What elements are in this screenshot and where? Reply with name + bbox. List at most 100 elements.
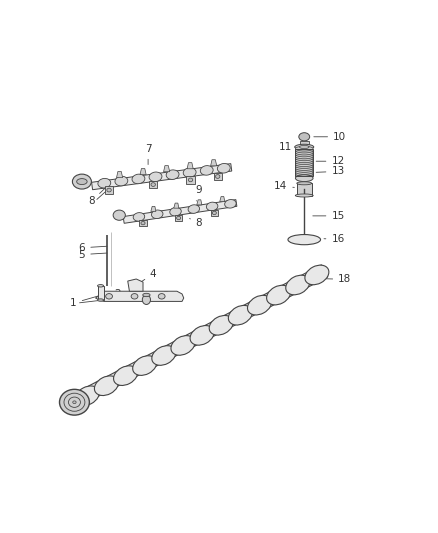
Text: 12: 12 [316,156,345,166]
Ellipse shape [60,389,89,415]
Text: 8: 8 [88,187,106,206]
Ellipse shape [228,305,252,325]
Ellipse shape [295,148,313,153]
Ellipse shape [267,285,290,305]
Ellipse shape [72,174,92,189]
FancyBboxPatch shape [98,286,104,300]
Text: 4: 4 [136,269,156,285]
Text: 16: 16 [324,235,345,244]
Ellipse shape [190,326,214,345]
Ellipse shape [295,146,313,151]
Ellipse shape [106,294,113,299]
Ellipse shape [295,152,313,157]
Ellipse shape [295,154,313,159]
Polygon shape [187,163,193,169]
Ellipse shape [158,294,165,299]
Text: 15: 15 [313,211,345,221]
Text: 11: 11 [279,142,297,152]
Ellipse shape [295,150,313,155]
Ellipse shape [170,207,181,216]
Text: 5: 5 [79,249,107,260]
Ellipse shape [115,176,128,186]
Ellipse shape [152,210,163,219]
Ellipse shape [73,401,76,403]
Ellipse shape [305,265,329,285]
FancyBboxPatch shape [214,173,222,180]
Polygon shape [151,206,156,212]
Ellipse shape [295,172,313,176]
FancyBboxPatch shape [211,209,218,216]
Ellipse shape [171,336,195,355]
FancyBboxPatch shape [300,141,309,145]
Ellipse shape [166,170,179,180]
Ellipse shape [206,202,218,211]
Text: 8: 8 [190,219,202,228]
FancyBboxPatch shape [175,215,182,221]
Ellipse shape [149,172,162,182]
Ellipse shape [295,169,313,174]
Ellipse shape [295,160,313,165]
Ellipse shape [75,386,99,406]
Text: 7: 7 [145,144,152,165]
Polygon shape [174,203,179,208]
Ellipse shape [295,156,313,161]
Polygon shape [79,265,328,403]
Text: 14: 14 [274,181,294,191]
Ellipse shape [188,205,200,213]
Ellipse shape [295,173,313,178]
Ellipse shape [142,295,151,304]
Ellipse shape [141,221,145,225]
Ellipse shape [295,164,313,168]
Ellipse shape [295,167,313,172]
Ellipse shape [183,168,196,177]
Ellipse shape [113,366,138,385]
FancyBboxPatch shape [297,183,312,196]
Ellipse shape [295,144,314,150]
Ellipse shape [295,194,313,197]
Ellipse shape [200,166,213,175]
Ellipse shape [286,275,310,295]
Ellipse shape [295,158,313,163]
Text: 10: 10 [314,132,346,142]
Polygon shape [220,197,225,201]
Ellipse shape [98,285,104,287]
Ellipse shape [152,346,176,365]
Ellipse shape [215,175,220,179]
Ellipse shape [133,213,145,221]
Ellipse shape [288,235,321,245]
Ellipse shape [77,179,87,184]
Ellipse shape [132,174,145,184]
Text: 2: 2 [104,289,121,299]
Ellipse shape [299,133,310,141]
Ellipse shape [225,199,236,208]
Text: 3: 3 [151,292,168,301]
Ellipse shape [295,175,313,182]
Ellipse shape [295,166,313,171]
Text: 6: 6 [79,243,107,253]
Ellipse shape [107,188,111,192]
Polygon shape [95,291,184,302]
Ellipse shape [295,162,313,166]
Ellipse shape [131,294,138,299]
Ellipse shape [217,164,230,173]
Polygon shape [140,168,146,175]
Ellipse shape [98,299,104,301]
Polygon shape [117,172,123,177]
Polygon shape [197,200,202,205]
Ellipse shape [177,216,181,220]
Ellipse shape [212,211,216,215]
Polygon shape [123,200,237,223]
FancyBboxPatch shape [105,187,113,194]
Polygon shape [163,166,170,172]
Text: 18: 18 [326,274,351,284]
Text: 13: 13 [316,166,345,176]
Polygon shape [211,160,217,166]
FancyBboxPatch shape [149,181,157,188]
FancyBboxPatch shape [187,176,194,184]
Polygon shape [92,164,232,190]
Ellipse shape [143,293,150,297]
Ellipse shape [151,183,155,187]
Ellipse shape [247,295,272,315]
Ellipse shape [95,376,118,395]
Ellipse shape [98,179,111,188]
